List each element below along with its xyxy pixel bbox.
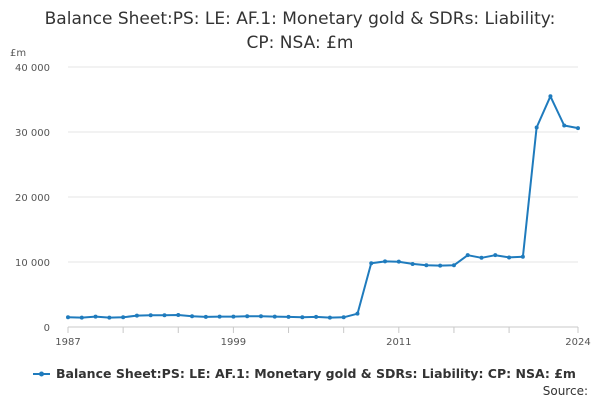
data-point[interactable] xyxy=(562,123,567,128)
chart-title-line-1: Balance Sheet:PS: LE: AF.1: Monetary gol… xyxy=(45,9,556,29)
data-point[interactable] xyxy=(300,315,305,320)
data-point[interactable] xyxy=(410,261,415,266)
data-point[interactable] xyxy=(424,263,429,268)
data-point[interactable] xyxy=(341,315,346,320)
data-point[interactable] xyxy=(286,314,291,319)
legend-series-label: Balance Sheet:PS: LE: AF.1: Monetary gol… xyxy=(56,366,576,381)
y-tick-label: 30 000 xyxy=(15,128,50,139)
data-point[interactable] xyxy=(396,259,401,264)
data-point[interactable] xyxy=(479,255,484,260)
legend-point-marker xyxy=(39,371,44,377)
data-point[interactable] xyxy=(79,315,84,320)
data-point[interactable] xyxy=(355,311,360,316)
data-point[interactable] xyxy=(383,259,388,264)
data-point[interactable] xyxy=(231,314,236,319)
x-tick-label: 1987 xyxy=(55,337,80,348)
chart-title-line-2: CP: NSA: £m xyxy=(247,33,354,53)
y-tick-label: 10 000 xyxy=(15,258,50,269)
y-axis-unit-label: £m xyxy=(10,48,26,59)
series-layer xyxy=(66,94,580,320)
data-point[interactable] xyxy=(134,313,139,318)
data-point[interactable] xyxy=(203,314,208,319)
y-tick-label: 20 000 xyxy=(15,193,50,204)
data-point[interactable] xyxy=(272,314,277,319)
data-point[interactable] xyxy=(66,315,70,320)
y-tick-label: 0 xyxy=(44,323,50,334)
data-point[interactable] xyxy=(258,314,263,319)
data-point[interactable] xyxy=(576,126,580,131)
data-point[interactable] xyxy=(493,253,498,258)
series-line xyxy=(67,95,579,319)
data-point[interactable] xyxy=(451,263,456,268)
data-point[interactable] xyxy=(176,312,181,317)
data-point[interactable] xyxy=(93,314,98,319)
legend[interactable]: Balance Sheet:PS: LE: AF.1: Monetary gol… xyxy=(33,366,576,381)
data-point[interactable] xyxy=(438,263,443,268)
data-point[interactable] xyxy=(548,94,553,99)
x-tick-label: 2011 xyxy=(386,337,411,348)
gridlines xyxy=(68,66,578,263)
data-point[interactable] xyxy=(534,125,539,130)
data-point[interactable] xyxy=(107,315,112,320)
data-point[interactable] xyxy=(327,315,332,320)
data-point[interactable] xyxy=(465,253,470,258)
data-point[interactable] xyxy=(369,261,374,266)
data-point[interactable] xyxy=(314,314,319,319)
data-point[interactable] xyxy=(148,313,153,318)
data-point[interactable] xyxy=(121,315,126,320)
x-tick-label: 1999 xyxy=(221,337,246,348)
data-point[interactable] xyxy=(245,314,250,319)
data-point[interactable] xyxy=(162,313,167,318)
data-point[interactable] xyxy=(520,254,525,259)
y-tick-label: 40 000 xyxy=(15,63,50,74)
y-axis-ticks: 0 10 000 20 000 30 000 40 000 xyxy=(15,63,50,334)
x-axis-ticks: 1987 1999 2011 2024 xyxy=(55,327,591,348)
data-point[interactable] xyxy=(507,255,512,260)
data-point[interactable] xyxy=(217,314,222,319)
data-point[interactable] xyxy=(190,314,195,319)
x-tick-label: 2024 xyxy=(565,337,590,348)
source-label: Source: xyxy=(543,384,588,398)
